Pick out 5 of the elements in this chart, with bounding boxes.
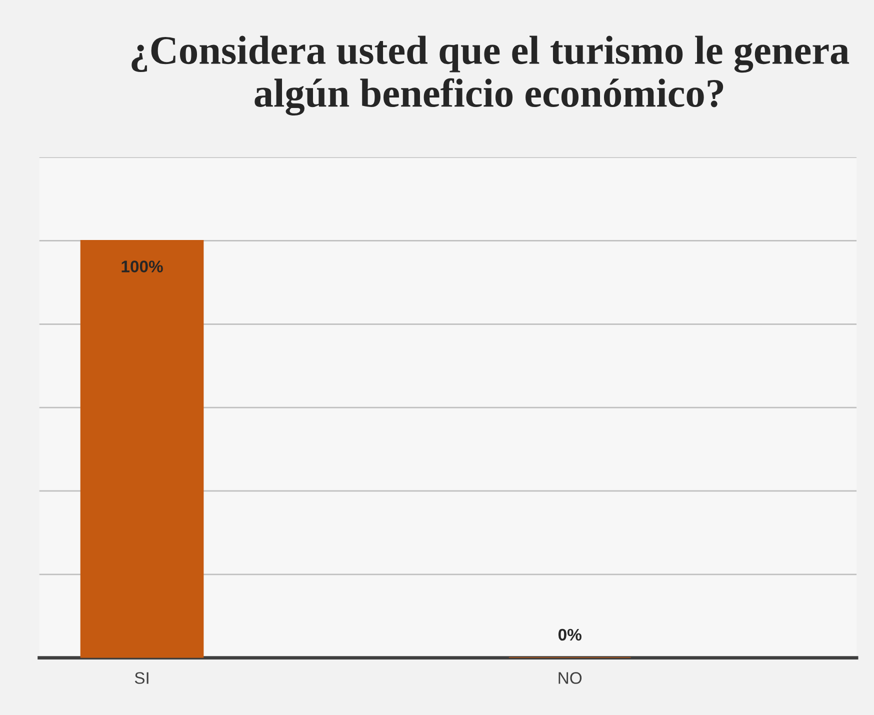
data-label: 0% (558, 628, 582, 641)
data-label: 100% (122, 260, 163, 272)
x-tick-label: NO (558, 672, 582, 684)
x-tick-label: SI (134, 672, 148, 684)
chart-title: ¿Considera usted que el turismo le genera algún beneficio económico? (132, 36, 850, 116)
